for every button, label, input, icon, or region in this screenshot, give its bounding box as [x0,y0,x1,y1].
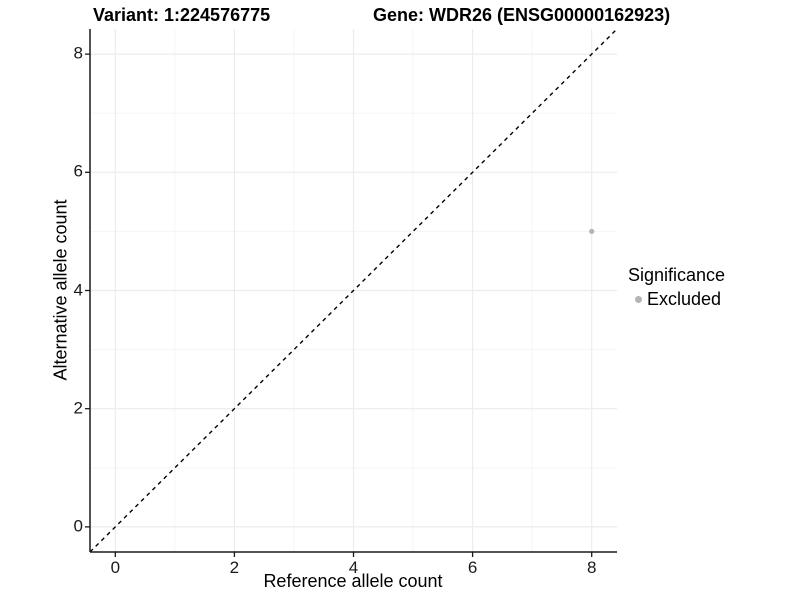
y-tick-label: 6 [73,161,83,181]
identity-dashed-line [89,28,618,553]
data-point [589,228,595,235]
x-tick-label: 8 [586,558,597,577]
x-tick-label: 0 [110,558,121,577]
x-tick-label: 6 [467,558,478,577]
gene-title: Gene: WDR26 (ENSG00000162923) [373,5,671,25]
y-tick-label: 4 [73,280,83,300]
x-tick-label: 4 [348,558,359,577]
x-axis-title: Reference allele count [263,571,443,591]
legend-entry-excluded: Excluded [628,289,725,310]
legend-title: Significance [628,265,726,285]
excluded-point-icon [635,296,642,303]
y-tick-label: 8 [73,43,83,63]
variant-title: Variant: 1:224576775 [93,5,271,25]
x-tick-label: 2 [229,558,240,577]
legend-entry-label: Excluded [647,289,722,309]
legend: Significance Excluded [628,265,725,310]
y-tick-label: 2 [73,398,83,418]
y-axis-title: Alternative allele count [50,199,71,381]
y-tick-label: 0 [73,516,83,536]
